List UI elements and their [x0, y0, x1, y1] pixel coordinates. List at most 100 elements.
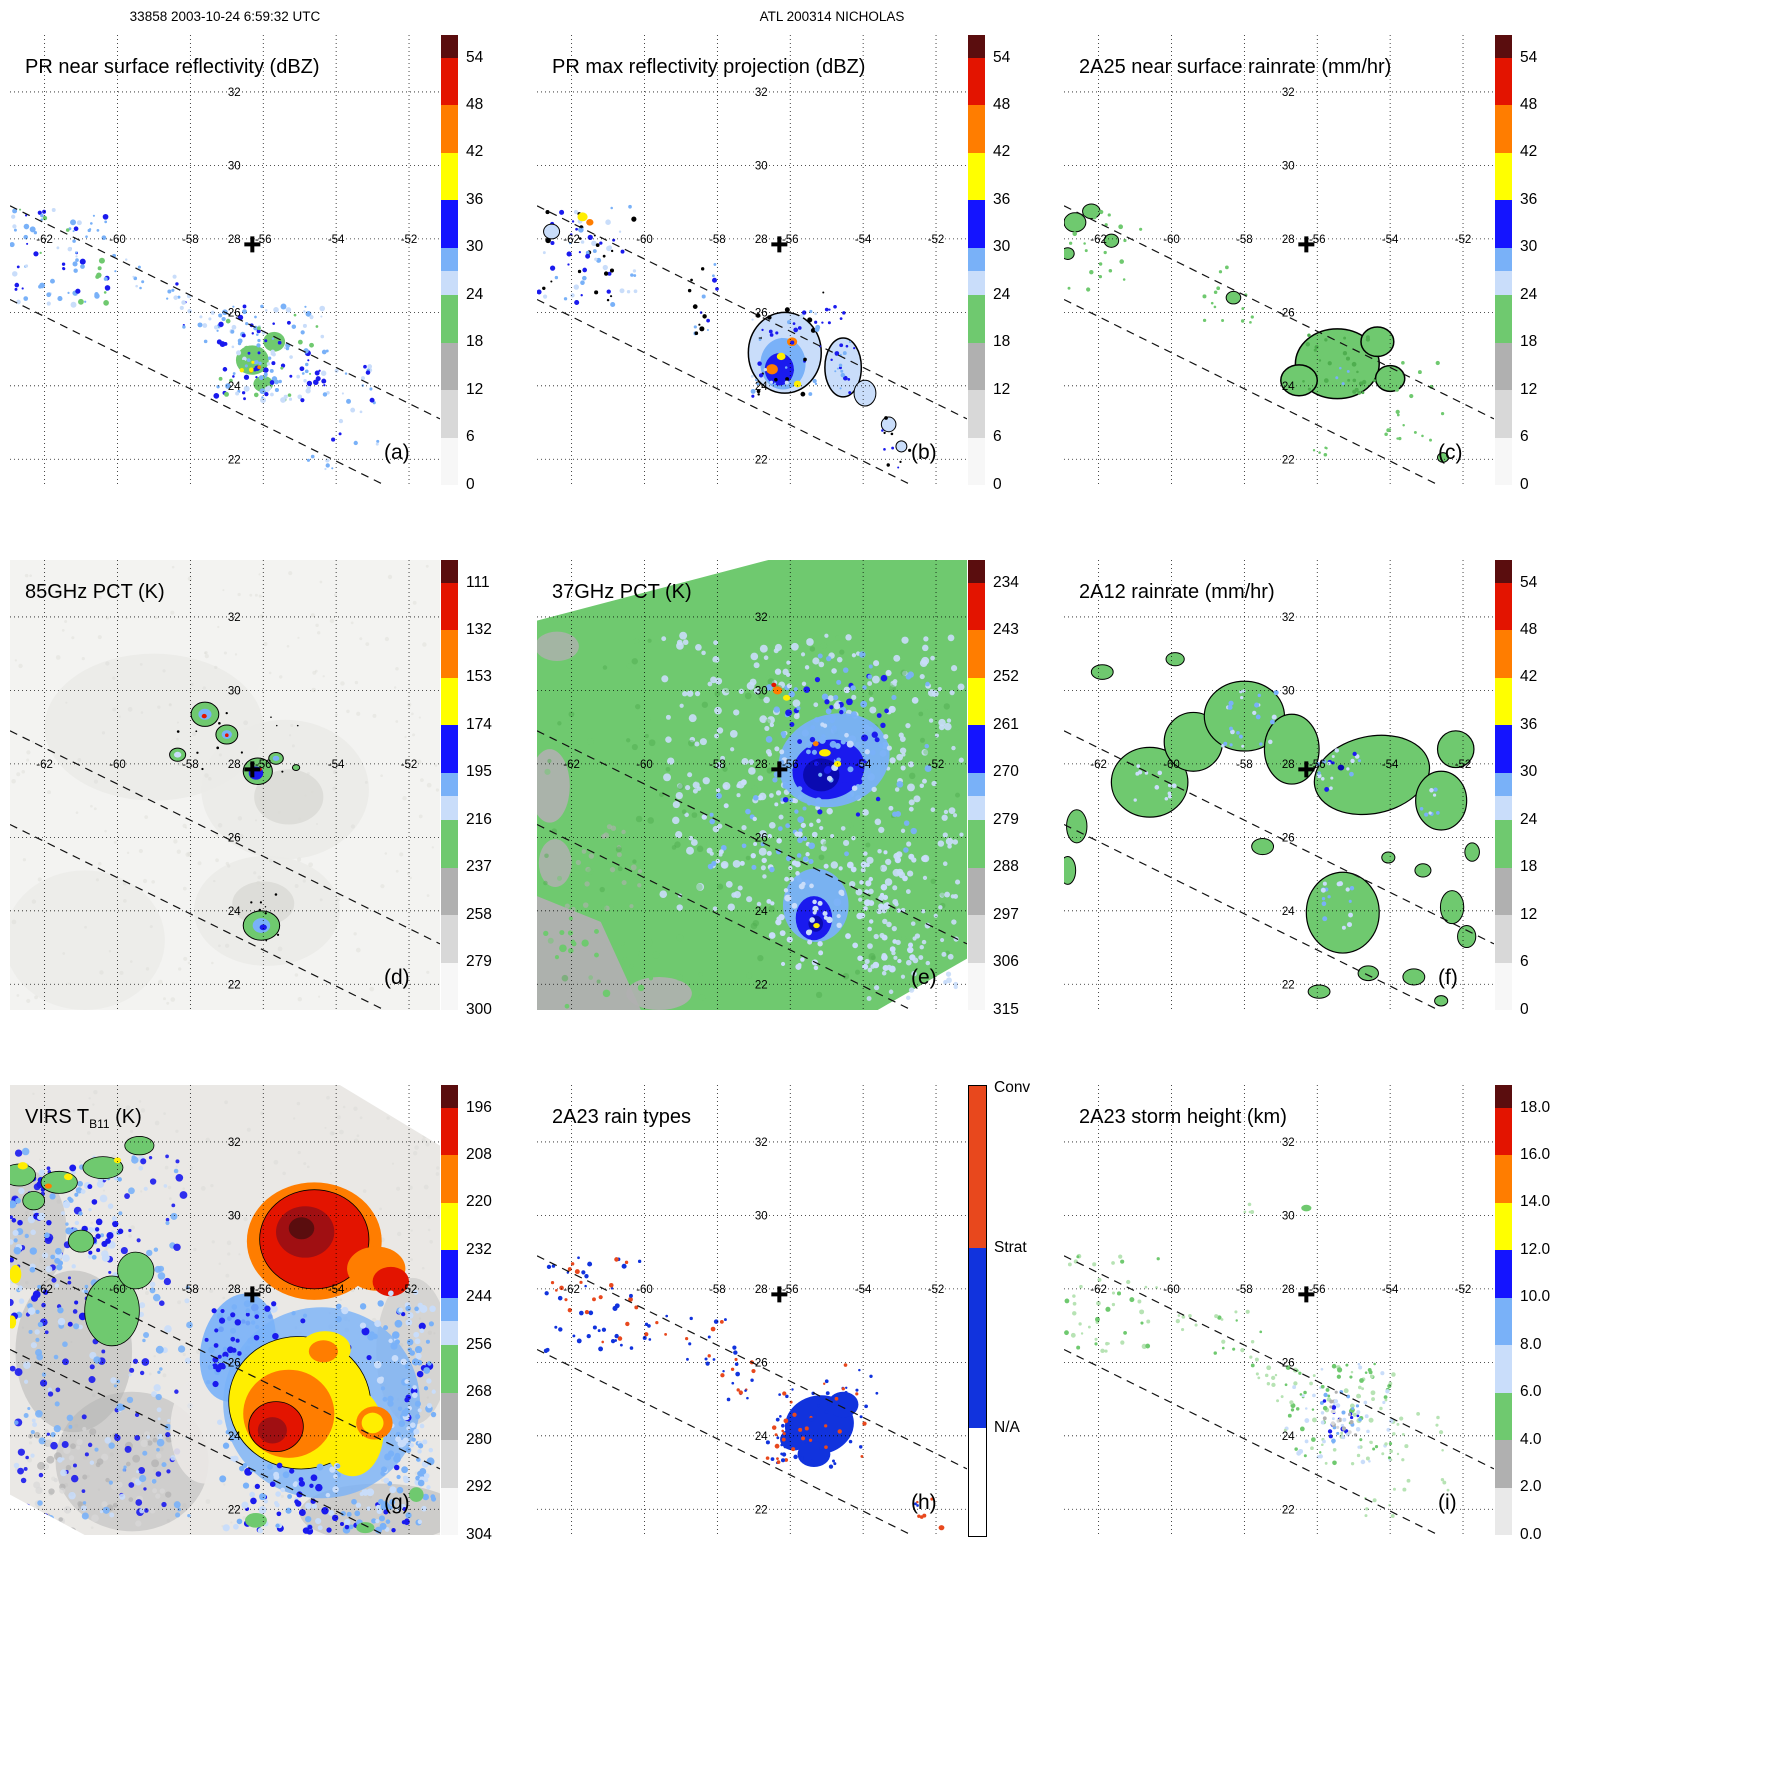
svg-text:24: 24 [755, 1431, 768, 1443]
colorbar-segment [1495, 560, 1512, 583]
panel-d: -62 -60 -58 -56 -54 -52 22 24 26 28 30 32 85GHz PCT… [10, 560, 525, 1022]
colorbar-segment [441, 1250, 458, 1298]
colorbar-tick-label: 174 [466, 716, 492, 734]
svg-text:32: 32 [755, 87, 768, 99]
colorbar-tick-label: 237 [466, 858, 492, 876]
colorbar-tick-label: 10.0 [1520, 1288, 1551, 1306]
svg-text:28: 28 [755, 1284, 768, 1296]
storm-center-marker [244, 236, 261, 253]
svg-text:26: 26 [1282, 832, 1295, 844]
svg-text:22: 22 [1282, 454, 1295, 466]
colorbar-segment [968, 247, 985, 272]
colorbar: 18.0 16.0 14.0 12.0 10.0 8.0 6.0 4.0 2.0 0.0 [1495, 1085, 1550, 1543]
panel-title: 2A23 rain types [552, 1106, 691, 1131]
colorbar-segment [968, 867, 985, 916]
svg-text:32: 32 [1282, 612, 1295, 624]
svg-text:30: 30 [1282, 685, 1295, 697]
svg-text:-60: -60 [1163, 1284, 1180, 1296]
colorbar-tick-label: 300 [466, 1001, 492, 1018]
svg-text:-62: -62 [1090, 759, 1107, 771]
svg-text:-52: -52 [1455, 1284, 1472, 1296]
colorbar-segment [968, 915, 985, 963]
svg-text:26: 26 [228, 307, 241, 319]
svg-text:-58: -58 [1236, 759, 1253, 771]
svg-text:-60: -60 [636, 759, 653, 771]
map-plot: -62 -60 -58 -56 -54 -52 22 24 26 28 30 32 [537, 560, 967, 1010]
colorbar-segment [441, 437, 458, 485]
svg-text:-54: -54 [1382, 759, 1399, 771]
colorbar-segment [441, 1155, 458, 1203]
swath-edge-lines [537, 205, 967, 485]
svg-text:-52: -52 [928, 759, 945, 771]
svg-text:-52: -52 [1455, 759, 1472, 771]
colorbar-tick-label: 42 [1520, 668, 1538, 686]
colorbar-segment [969, 1086, 986, 1248]
colorbar-segment [1495, 630, 1512, 678]
swath-edge-lines [10, 1255, 440, 1535]
colorbar-tick-label: 292 [466, 1478, 492, 1496]
storm-center-marker [244, 761, 261, 778]
colorbar-segment [441, 200, 458, 248]
colorbar-tick-label: 280 [466, 1431, 492, 1449]
svg-text:24: 24 [228, 381, 241, 393]
colorbar-segment [441, 820, 458, 868]
colorbar-segment [1495, 1250, 1512, 1298]
svg-text:-52: -52 [928, 1284, 945, 1296]
svg-text:26: 26 [1282, 1357, 1295, 1369]
colorbar-tick-label: 54 [1520, 573, 1538, 591]
grid-lines-layer [1064, 35, 1494, 485]
colorbar-segment [1495, 247, 1512, 272]
colorbar-tick-label: 279 [993, 811, 1019, 829]
colorbar-segment [968, 630, 985, 678]
svg-text:22: 22 [228, 979, 241, 991]
svg-text:26: 26 [1282, 307, 1295, 319]
svg-text:-52: -52 [401, 759, 418, 771]
colorbar-segment [1495, 725, 1512, 773]
swath-edge-lines [1064, 205, 1494, 485]
colorbar-tick-label: 48 [466, 96, 484, 114]
svg-text:-54: -54 [855, 234, 872, 246]
svg-text:24: 24 [228, 906, 241, 918]
svg-text:22: 22 [228, 454, 241, 466]
grid-lines-layer [1064, 560, 1494, 1010]
svg-text:24: 24 [1282, 381, 1295, 393]
colorbar-tick-label: 12 [993, 381, 1011, 399]
colorbar-segment [968, 390, 985, 438]
map-plot: -62 -60 -58 -56 -54 -52 22 24 26 28 30 32 [537, 1085, 967, 1535]
colorbar-tick-label: 36 [1520, 191, 1538, 209]
svg-text:26: 26 [755, 307, 768, 319]
svg-text:32: 32 [228, 1137, 241, 1149]
colorbar-tick-label: 48 [993, 96, 1011, 114]
svg-text:26: 26 [228, 1357, 241, 1369]
svg-text:24: 24 [1282, 906, 1295, 918]
colorbar-segment [968, 962, 985, 1010]
panel-e: -62 -60 -58 -56 -54 -52 22 24 26 28 30 32 37GHz PCT… [537, 560, 1052, 1022]
svg-text:30: 30 [1282, 160, 1295, 172]
data-layer [10, 560, 440, 1010]
svg-text:32: 32 [228, 87, 241, 99]
colorbar-tick-label: 111 [466, 573, 490, 591]
colorbar-segment [968, 560, 985, 583]
svg-text:-62: -62 [36, 234, 53, 246]
colorbar-tick-label: 30 [466, 238, 484, 256]
map-plot: -62 -60 -58 -56 -54 -52 22 24 26 28 30 32 [10, 560, 440, 1010]
colorbar-tick-label: 54 [466, 48, 484, 66]
colorbar-segment [968, 57, 985, 106]
colorbar-tick-label: 270 [993, 763, 1019, 781]
colorbar-segment [1495, 57, 1512, 106]
svg-text:-54: -54 [328, 234, 345, 246]
colorbar-segment [1495, 1297, 1512, 1346]
colorbar: 234 243 252 261 270 279 288 297 306 315 [968, 560, 1019, 1018]
colorbar-segment [1495, 820, 1512, 868]
svg-text:-60: -60 [636, 234, 653, 246]
map-plot: -62 -60 -58 -56 -54 -52 22 24 26 28 30 32 [1064, 35, 1494, 485]
